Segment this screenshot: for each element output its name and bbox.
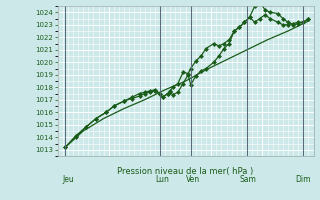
- Text: Jeu: Jeu: [63, 176, 75, 184]
- Text: Lun: Lun: [155, 176, 169, 184]
- Text: Dim: Dim: [296, 176, 311, 184]
- X-axis label: Pression niveau de la mer( hPa ): Pression niveau de la mer( hPa ): [117, 167, 254, 176]
- Text: Sam: Sam: [239, 176, 256, 184]
- Text: Ven: Ven: [186, 176, 200, 184]
